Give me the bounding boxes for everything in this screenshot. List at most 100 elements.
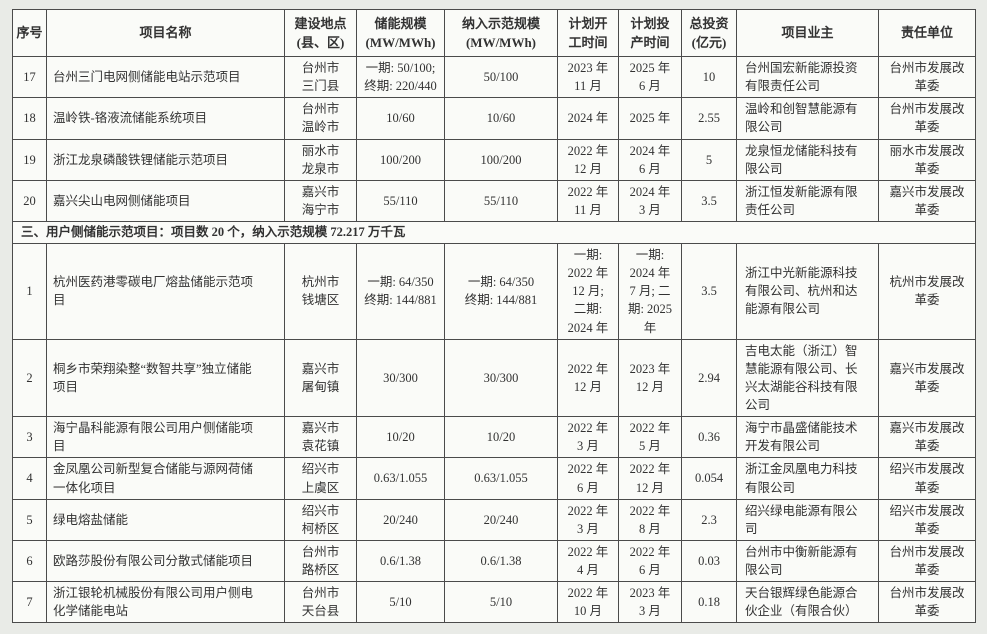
column-header: 序号 [12, 9, 47, 57]
cell-responsible-unit: 嘉兴市发展改 革委 [878, 416, 976, 459]
cell-owner: 台州国宏新能源投资 有限责任公司 [736, 55, 879, 99]
cell-investment: 0.36 [681, 416, 737, 459]
cell-scale: 5/10 [356, 581, 445, 624]
column-header: 总投资 (亿元) [681, 9, 737, 57]
cell-serial: 17 [12, 55, 47, 99]
cell-responsible-unit: 丽水市发展改 革委 [878, 138, 976, 181]
projects-table: 序号 项目名称 建设地点 (县、区) 储能规模 (MW/MWh) 纳入示范规模 (MW/… [12, 9, 976, 624]
cell-start-date: 2022 年 3 月 [557, 498, 619, 541]
table-row: 19 浙江龙泉磷酸铁锂储能示范项目 丽水市 龙泉市 100/200 100/200 202… [12, 138, 976, 181]
cell-owner: 吉电太能（浙江）智 慧能源有限公司、长 兴太湖能谷科技有限 公司 [736, 338, 879, 418]
column-header: 计划投 产时间 [618, 9, 682, 57]
cell-production-date: 2024 年 3 月 [618, 179, 682, 223]
cell-responsible-unit: 嘉兴市发展改 革委 [878, 179, 976, 223]
cell-production-date: 2025 年 [618, 97, 682, 140]
cell-location: 嘉兴市 屠甸镇 [284, 338, 357, 418]
cell-investment: 3.5 [681, 179, 737, 223]
cell-investment: 5 [681, 138, 737, 181]
cell-demo-scale: 0.63/1.055 [444, 457, 558, 500]
cell-owner: 浙江金凤凰电力科技 有限公司 [736, 457, 879, 500]
cell-start-date: 2022 年 12 月 [557, 338, 619, 418]
cell-responsible-unit: 杭州市发展改 革委 [878, 243, 976, 340]
cell-scale: 55/110 [356, 179, 445, 223]
table-row: 7 浙江银轮机械股份有限公司用户侧电 化学储能电站 台州市 天台县 5/10 5/10 2… [12, 581, 976, 624]
cell-location: 台州市 天台县 [284, 581, 357, 624]
cell-scale: 一期: 50/100; 终期: 220/440 [356, 55, 445, 99]
cell-demo-scale: 10/60 [444, 97, 558, 140]
cell-production-date: 2022 年 12 月 [618, 457, 682, 500]
cell-responsible-unit: 台州市发展改 革委 [878, 581, 976, 624]
cell-investment: 10 [681, 55, 737, 99]
table-row: 5 绿电熔盐储能 绍兴市 柯桥区 20/240 20/240 2022 年 3 月 2022… [12, 498, 976, 541]
cell-location: 绍兴市 柯桥区 [284, 498, 357, 541]
cell-demo-scale: 100/200 [444, 138, 558, 181]
cell-demo-scale: 0.6/1.38 [444, 539, 558, 583]
cell-project-name: 金凤凰公司新型复合储能与源网荷储 一体化项目 [46, 457, 285, 500]
cell-start-date: 2022 年 12 月 [557, 138, 619, 181]
cell-production-date: 2023 年 12 月 [618, 338, 682, 418]
section-title-row: 三、用户侧储能示范项目：项目数 20 个，纳入示范规模 72.217 万千瓦 [12, 221, 976, 244]
cell-start-date: 2022 年 10 月 [557, 581, 619, 624]
table-row: 20 嘉兴尖山电网侧储能项目 嘉兴市 海宁市 55/110 55/110 2022 年 1… [12, 179, 976, 223]
cell-start-date: 2022 年 11 月 [557, 179, 619, 223]
cell-demo-scale: 20/240 [444, 498, 558, 541]
cell-demo-scale: 一期: 64/350 终期: 144/881 [444, 243, 558, 340]
cell-serial: 3 [12, 416, 47, 459]
cell-owner: 天台银辉绿色能源合 伙企业（有限合伙） [736, 581, 879, 624]
table-row: 2 桐乡市荣翔染整“数智共享”独立储能 项目 嘉兴市 屠甸镇 30/300 30/300… [12, 338, 976, 418]
cell-location: 嘉兴市 袁花镇 [284, 416, 357, 459]
cell-production-date: 2022 年 6 月 [618, 539, 682, 583]
cell-start-date: 2023 年 11 月 [557, 55, 619, 99]
section-title: 三、用户侧储能示范项目：项目数 20 个，纳入示范规模 72.217 万千瓦 [12, 221, 976, 244]
cell-production-date: 2022 年 5 月 [618, 416, 682, 459]
cell-serial: 5 [12, 498, 47, 541]
cell-investment: 0.18 [681, 581, 737, 624]
column-header: 建设地点 (县、区) [284, 9, 357, 57]
cell-investment: 2.94 [681, 338, 737, 418]
cell-investment: 2.3 [681, 498, 737, 541]
cell-production-date: 2024 年 6 月 [618, 138, 682, 181]
cell-location: 绍兴市 上虞区 [284, 457, 357, 500]
table-row: 4 金凤凰公司新型复合储能与源网荷储 一体化项目 绍兴市 上虞区 0.63/1.055… [12, 457, 976, 500]
cell-scale: 10/20 [356, 416, 445, 459]
table-body: 17 台州三门电网侧储能电站示范项目 台州市 三门县 一期: 50/100; 终期: … [12, 55, 976, 624]
cell-serial: 2 [12, 338, 47, 418]
column-header: 责任单位 [878, 9, 976, 57]
cell-production-date: 2023 年 3 月 [618, 581, 682, 624]
cell-demo-scale: 50/100 [444, 55, 558, 99]
cell-demo-scale: 30/300 [444, 338, 558, 418]
cell-owner: 龙泉恒龙储能科技有 限公司 [736, 138, 879, 181]
cell-serial: 19 [12, 138, 47, 181]
cell-project-name: 绿电熔盐储能 [46, 498, 285, 541]
cell-investment: 0.03 [681, 539, 737, 583]
cell-location: 丽水市 龙泉市 [284, 138, 357, 181]
column-header: 储能规模 (MW/MWh) [356, 9, 445, 57]
cell-serial: 4 [12, 457, 47, 500]
cell-owner: 浙江中光新能源科技 有限公司、杭州和达 能源有限公司 [736, 243, 879, 340]
column-header: 项目名称 [46, 9, 285, 57]
cell-project-name: 浙江龙泉磷酸铁锂储能示范项目 [46, 138, 285, 181]
cell-owner: 温岭和创智慧能源有 限公司 [736, 97, 879, 140]
cell-production-date: 一期: 2024 年 7 月; 二 期: 2025 年 [618, 243, 682, 340]
cell-serial: 6 [12, 539, 47, 583]
cell-start-date: 2022 年 3 月 [557, 416, 619, 459]
cell-project-name: 桐乡市荣翔染整“数智共享”独立储能 项目 [46, 338, 285, 418]
cell-demo-scale: 55/110 [444, 179, 558, 223]
cell-location: 嘉兴市 海宁市 [284, 179, 357, 223]
cell-scale: 0.6/1.38 [356, 539, 445, 583]
cell-start-date: 2022 年 6 月 [557, 457, 619, 500]
cell-demo-scale: 10/20 [444, 416, 558, 459]
cell-project-name: 温岭铁-铬液流储能系统项目 [46, 97, 285, 140]
cell-project-name: 欧路莎股份有限公司分散式储能项目 [46, 539, 285, 583]
cell-scale: 30/300 [356, 338, 445, 418]
cell-scale: 一期: 64/350 终期: 144/881 [356, 243, 445, 340]
cell-investment: 3.5 [681, 243, 737, 340]
cell-owner: 海宁市晶盛储能技术 开发有限公司 [736, 416, 879, 459]
column-header: 纳入示范规模 (MW/MWh) [444, 9, 558, 57]
cell-scale: 0.63/1.055 [356, 457, 445, 500]
cell-project-name: 浙江银轮机械股份有限公司用户侧电 化学储能电站 [46, 581, 285, 624]
table-row: 17 台州三门电网侧储能电站示范项目 台州市 三门县 一期: 50/100; 终期: … [12, 55, 976, 99]
cell-serial: 7 [12, 581, 47, 624]
cell-serial: 20 [12, 179, 47, 223]
